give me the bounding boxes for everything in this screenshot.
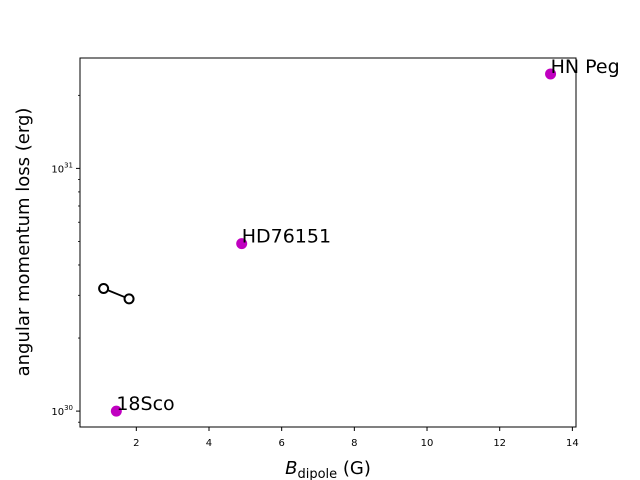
x-tick-label: 12: [493, 438, 506, 449]
x-tick-label: 14: [566, 438, 579, 449]
open-series-point: [98, 282, 110, 294]
y-axis-ticks: 1030 1031: [51, 94, 80, 423]
x-tick-label: 2: [133, 438, 139, 449]
x-axis-ticks: 2 4 6 8 10 12 14: [133, 427, 579, 449]
x-tick-label: 10: [421, 438, 434, 449]
y-tick-label: 1031: [51, 161, 73, 175]
data-point: [545, 68, 557, 80]
data-point: [236, 238, 248, 250]
x-axis-label: Bdipole (G): [285, 458, 371, 480]
plot-frame: [79, 57, 577, 428]
data-point: [110, 405, 122, 417]
x-tick-label: 8: [351, 438, 357, 449]
point-label: HD76151: [242, 226, 331, 248]
x-tick-label: 6: [278, 438, 284, 449]
plot-content: 18Sco HD76151 HN Peg: [98, 56, 620, 417]
y-tick-label: 1030: [51, 404, 73, 418]
point-label: HN Peg: [551, 56, 620, 78]
x-tick-label: 4: [206, 438, 212, 449]
y-axis-label: angular momentum loss (erg): [13, 108, 34, 377]
point-label: 18Sco: [116, 393, 174, 415]
open-series-point: [123, 293, 135, 305]
